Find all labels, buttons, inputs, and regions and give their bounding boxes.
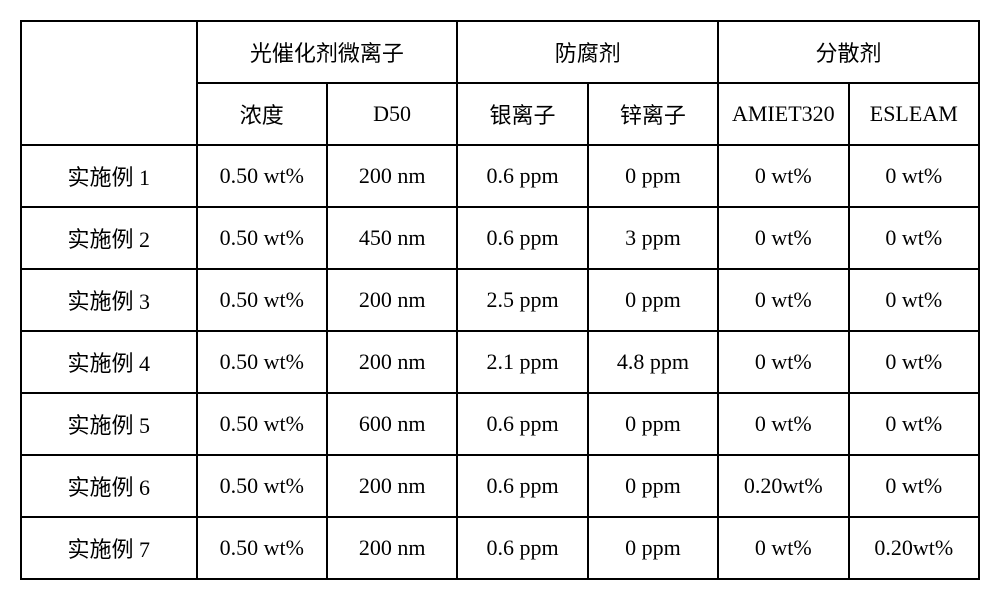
cell: 0.6 ppm [457, 393, 587, 455]
row-label: 实施例 7 [21, 517, 197, 579]
table-row: 实施例 1 0.50 wt% 200 nm 0.6 ppm 0 ppm 0 wt… [21, 145, 979, 207]
table-row: 实施例 3 0.50 wt% 200 nm 2.5 ppm 0 ppm 0 wt… [21, 269, 979, 331]
cell: 0 wt% [718, 517, 848, 579]
sub-header: 银离子 [457, 83, 587, 145]
cell: 600 nm [327, 393, 457, 455]
cell: 0.20wt% [849, 517, 979, 579]
cell: 0.6 ppm [457, 207, 587, 269]
cell: 0 wt% [849, 331, 979, 393]
sub-header: D50 [327, 83, 457, 145]
cell: 3 ppm [588, 207, 718, 269]
row-label: 实施例 5 [21, 393, 197, 455]
cell: 0 wt% [849, 455, 979, 517]
cell: 0 wt% [718, 207, 848, 269]
sub-header: AMIET320 [718, 83, 848, 145]
row-label: 实施例 1 [21, 145, 197, 207]
sub-header: 浓度 [197, 83, 327, 145]
header-group: 分散剂 [718, 21, 979, 83]
sub-header: 锌离子 [588, 83, 718, 145]
cell: 4.8 ppm [588, 331, 718, 393]
table-row: 实施例 4 0.50 wt% 200 nm 2.1 ppm 4.8 ppm 0 … [21, 331, 979, 393]
cell: 0.20wt% [718, 455, 848, 517]
cell: 0 wt% [849, 393, 979, 455]
cell: 0 wt% [718, 145, 848, 207]
cell: 0 ppm [588, 269, 718, 331]
composition-table: 光催化剂微离子 防腐剂 分散剂 浓度 D50 银离子 锌离子 AMIET320 … [20, 20, 980, 580]
cell: 0 wt% [718, 331, 848, 393]
table-row: 实施例 5 0.50 wt% 600 nm 0.6 ppm 0 ppm 0 wt… [21, 393, 979, 455]
header-group: 防腐剂 [457, 21, 718, 83]
cell: 0 ppm [588, 517, 718, 579]
table-body: 实施例 1 0.50 wt% 200 nm 0.6 ppm 0 ppm 0 wt… [21, 145, 979, 579]
cell: 0.6 ppm [457, 455, 587, 517]
sub-header: ESLEAM [849, 83, 979, 145]
cell: 200 nm [327, 269, 457, 331]
row-label: 实施例 2 [21, 207, 197, 269]
cell: 0.50 wt% [197, 517, 327, 579]
header-group: 光催化剂微离子 [197, 21, 458, 83]
cell: 200 nm [327, 455, 457, 517]
cell: 0 wt% [849, 269, 979, 331]
row-label: 实施例 3 [21, 269, 197, 331]
header-group-row: 光催化剂微离子 防腐剂 分散剂 [21, 21, 979, 83]
cell: 0 ppm [588, 145, 718, 207]
cell: 0.50 wt% [197, 269, 327, 331]
cell: 200 nm [327, 517, 457, 579]
cell: 0.50 wt% [197, 207, 327, 269]
cell: 0.50 wt% [197, 393, 327, 455]
cell: 0.50 wt% [197, 331, 327, 393]
cell: 450 nm [327, 207, 457, 269]
table-row: 实施例 7 0.50 wt% 200 nm 0.6 ppm 0 ppm 0 wt… [21, 517, 979, 579]
table-row: 实施例 6 0.50 wt% 200 nm 0.6 ppm 0 ppm 0.20… [21, 455, 979, 517]
cell: 0 wt% [718, 269, 848, 331]
cell: 0 wt% [849, 207, 979, 269]
cell: 200 nm [327, 145, 457, 207]
cell: 2.5 ppm [457, 269, 587, 331]
cell: 2.1 ppm [457, 331, 587, 393]
cell: 0 wt% [718, 393, 848, 455]
table-row: 实施例 2 0.50 wt% 450 nm 0.6 ppm 3 ppm 0 wt… [21, 207, 979, 269]
corner-blank [21, 21, 197, 145]
table-header: 光催化剂微离子 防腐剂 分散剂 浓度 D50 银离子 锌离子 AMIET320 … [21, 21, 979, 145]
cell: 0 ppm [588, 455, 718, 517]
cell: 0.50 wt% [197, 145, 327, 207]
row-label: 实施例 4 [21, 331, 197, 393]
cell: 0.6 ppm [457, 517, 587, 579]
cell: 0.6 ppm [457, 145, 587, 207]
cell: 0 ppm [588, 393, 718, 455]
cell: 0.50 wt% [197, 455, 327, 517]
cell: 0 wt% [849, 145, 979, 207]
row-label: 实施例 6 [21, 455, 197, 517]
cell: 200 nm [327, 331, 457, 393]
